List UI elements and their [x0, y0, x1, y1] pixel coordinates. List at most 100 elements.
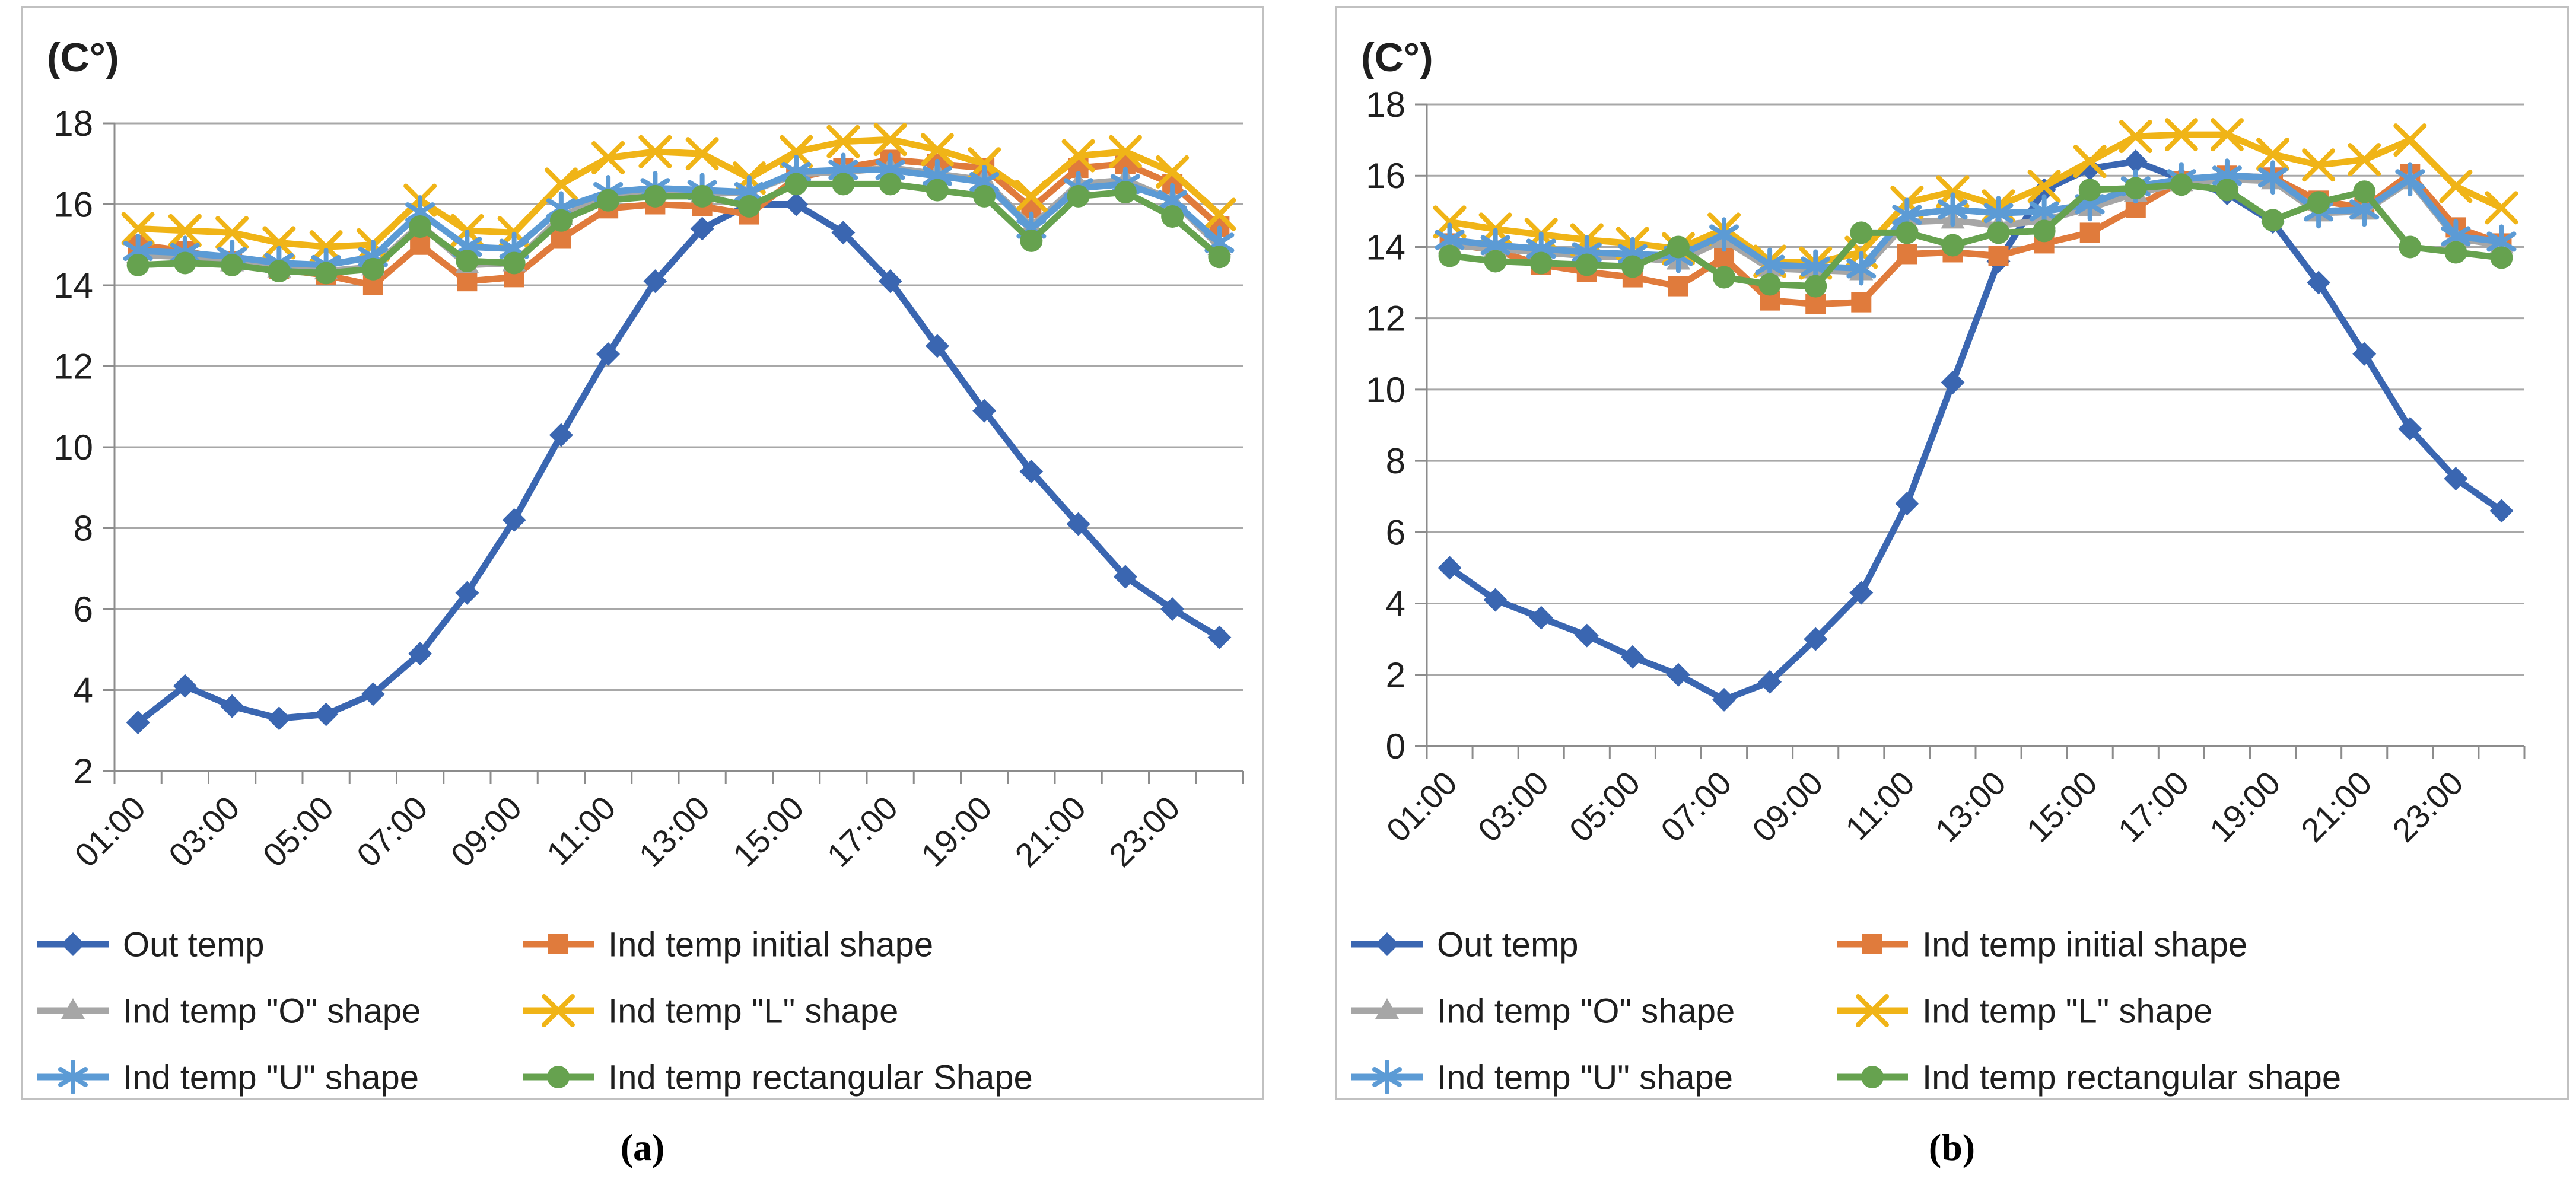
x-tick-label: 13:00	[631, 789, 717, 874]
legend-label: Ind temp "U" shape	[123, 1058, 419, 1097]
marker-ind-temp-rectangular-shape-circle-icon	[503, 251, 526, 275]
marker-ind-temp-l-shape-x-icon	[591, 141, 625, 175]
x-tick-label: 01:00	[1379, 764, 1464, 849]
marker-ind-temp-rectangular-shape-circle-icon	[268, 260, 291, 283]
series-line-out-temp	[135, 201, 1223, 726]
y-tick-label: 18	[1366, 85, 1405, 125]
y-tick-label: 8	[1386, 441, 1405, 481]
marker-ind-temp-l-shape-x-icon	[968, 147, 1001, 181]
legend-marker-out-temp-diamond-icon	[1375, 932, 1399, 956]
marker-ind-temp-rectangular-shape-circle-icon	[2490, 246, 2513, 269]
x-tick-label: 07:00	[349, 789, 435, 874]
marker-out-temp-diamond-icon	[690, 216, 714, 241]
marker-out-temp-diamond-icon	[267, 706, 291, 731]
marker-out-temp-diamond-icon	[1620, 645, 1645, 669]
marker-ind-temp-rectangular-shape-circle-icon	[785, 173, 808, 196]
series-ind-temp-rectangular-shape	[126, 173, 1231, 285]
marker-ind-temp-rectangular-shape-circle-icon	[456, 250, 479, 273]
x-tick-label: 11:00	[1838, 764, 1922, 848]
legend-label: Ind temp "U" shape	[1437, 1058, 1733, 1097]
marker-ind-temp-initial-shape-square-icon	[1897, 244, 1917, 265]
marker-out-temp-diamond-icon	[2444, 467, 2468, 491]
series-out-temp	[1438, 149, 2514, 712]
marker-ind-temp-l-shape-x-icon	[1015, 179, 1048, 213]
marker-ind-temp-rectangular-shape-circle-icon	[1896, 221, 1919, 244]
y-tick-label: 6	[74, 590, 93, 629]
marker-out-temp-diamond-icon	[361, 682, 385, 706]
marker-ind-temp-u-shape-asterisk-icon	[1938, 192, 1968, 227]
marker-ind-temp-rectangular-shape-circle-icon	[173, 251, 196, 275]
legend-marker-ind-temp-rectangular-shape-circle-icon	[547, 1066, 570, 1088]
marker-out-temp-diamond-icon	[1438, 556, 1462, 580]
marker-ind-temp-l-shape-x-icon	[2439, 170, 2473, 203]
marker-ind-temp-rectangular-shape-circle-icon	[926, 179, 949, 202]
legend-item-out-temp: Out temp	[37, 925, 265, 964]
legend-marker-ind-temp-initial-shape-square-icon	[1862, 934, 1882, 954]
marker-ind-temp-rectangular-shape-circle-icon	[1987, 221, 2010, 244]
legend-label: Ind temp rectangular Shape	[608, 1058, 1033, 1097]
series-ind-temp-u-shape	[123, 152, 1235, 282]
marker-ind-temp-l-shape-x-icon	[2256, 138, 2290, 171]
x-tick-label: 21:00	[2294, 764, 2379, 849]
x-tick-label: 09:00	[443, 789, 529, 874]
marker-out-temp-diamond-icon	[596, 342, 621, 367]
marker-ind-temp-l-shape-x-icon	[544, 167, 578, 201]
legend-label: Ind temp "L" shape	[608, 992, 898, 1030]
marker-ind-temp-rectangular-shape-circle-icon	[1941, 234, 1964, 257]
marker-ind-temp-u-shape-asterisk-icon	[1709, 217, 1739, 252]
legend-marker-ind-temp-l-shape-x-icon	[542, 994, 575, 1027]
marker-ind-temp-l-shape-x-icon	[638, 135, 672, 168]
x-tick-label: 21:00	[1007, 789, 1093, 874]
marker-ind-temp-rectangular-shape-circle-icon	[221, 253, 244, 276]
legend-label: Ind temp rectangular shape	[1922, 1058, 2341, 1097]
legend-label: Ind temp "O" shape	[1437, 992, 1735, 1030]
marker-out-temp-diamond-icon	[784, 192, 809, 216]
marker-ind-temp-l-shape-x-icon	[2210, 118, 2244, 152]
chart-b-plot: (C°) 0 2 4 6 8 10 12 14 16 18 01:00 03:00 05:00 07:00 0…	[1335, 6, 2569, 1100]
marker-out-temp-diamond-icon	[2123, 149, 2148, 174]
marker-out-temp-diamond-icon	[1019, 459, 1044, 483]
marker-ind-temp-l-shape-x-icon	[826, 125, 860, 158]
x-tick-label: 01:00	[67, 789, 152, 874]
legend-marker-ind-temp-initial-shape-square-icon	[548, 934, 568, 954]
marker-ind-temp-rectangular-shape-circle-icon	[549, 209, 573, 232]
marker-out-temp-diamond-icon	[2307, 270, 2331, 295]
legend-item-ind-temp-u-shape: Ind temp "U" shape	[1351, 1058, 1733, 1097]
legend-label: Out temp	[123, 925, 265, 964]
marker-ind-temp-l-shape-x-icon	[2164, 118, 2198, 152]
marker-out-temp-diamond-icon	[1483, 588, 1508, 612]
legend-marker-ind-temp-rectangular-shape-circle-icon	[1861, 1066, 1884, 1088]
marker-ind-temp-l-shape-x-icon	[1203, 197, 1236, 231]
marker-ind-temp-rectangular-shape-circle-icon	[1621, 255, 1644, 278]
marker-ind-temp-initial-shape-square-icon	[2079, 222, 2100, 243]
legend-item-ind-temp-initial-shape: Ind temp initial shape	[1837, 925, 2247, 964]
marker-ind-temp-u-shape-asterisk-icon	[1846, 251, 1877, 286]
marker-ind-temp-rectangular-shape-circle-icon	[644, 184, 667, 208]
marker-ind-temp-rectangular-shape-circle-icon	[879, 173, 902, 196]
y-tick-label: 4	[1386, 584, 1405, 624]
legend-item-out-temp: Out temp	[1351, 925, 1579, 964]
marker-ind-temp-l-shape-x-icon	[168, 214, 202, 247]
marker-out-temp-diamond-icon	[2489, 499, 2514, 523]
legend-item-ind-temp-rectangular-shape: Ind temp rectangular shape	[1837, 1058, 2341, 1097]
axis-unit-label: (C°)	[1361, 35, 1433, 80]
marker-ind-temp-l-shape-x-icon	[1061, 139, 1095, 173]
marker-out-temp-diamond-icon	[502, 508, 526, 532]
x-tick-label: 15:00	[2020, 764, 2105, 849]
series-ind-temp-l-shape	[121, 123, 1236, 264]
marker-ind-temp-initial-shape-square-icon	[551, 228, 571, 249]
marker-ind-temp-l-shape-x-icon	[2073, 145, 2107, 179]
marker-ind-temp-l-shape-x-icon	[1108, 135, 1142, 168]
legend-item-ind-temp-o-shape: Ind temp "O" shape	[1351, 992, 1735, 1030]
x-tick-label: 23:00	[1102, 789, 1187, 874]
marker-ind-temp-initial-shape-square-icon	[1988, 246, 2009, 266]
marker-ind-temp-initial-shape-square-icon	[1668, 276, 1688, 297]
legend-label: Out temp	[1437, 925, 1579, 964]
caption-b: (b)	[1928, 1126, 1976, 1168]
legend-item-ind-temp-u-shape: Ind temp "U" shape	[37, 1058, 419, 1097]
marker-out-temp-diamond-icon	[1941, 370, 1965, 394]
chart-b-panel: (C°) 0 2 4 6 8 10 12 14 16 18 01:00 03:00 05:00 07:00 0…	[1335, 6, 2569, 1100]
marker-out-temp-diamond-icon	[549, 423, 573, 447]
x-tick-label: 13:00	[1928, 764, 2013, 849]
marker-ind-temp-initial-shape-square-icon	[410, 234, 431, 255]
